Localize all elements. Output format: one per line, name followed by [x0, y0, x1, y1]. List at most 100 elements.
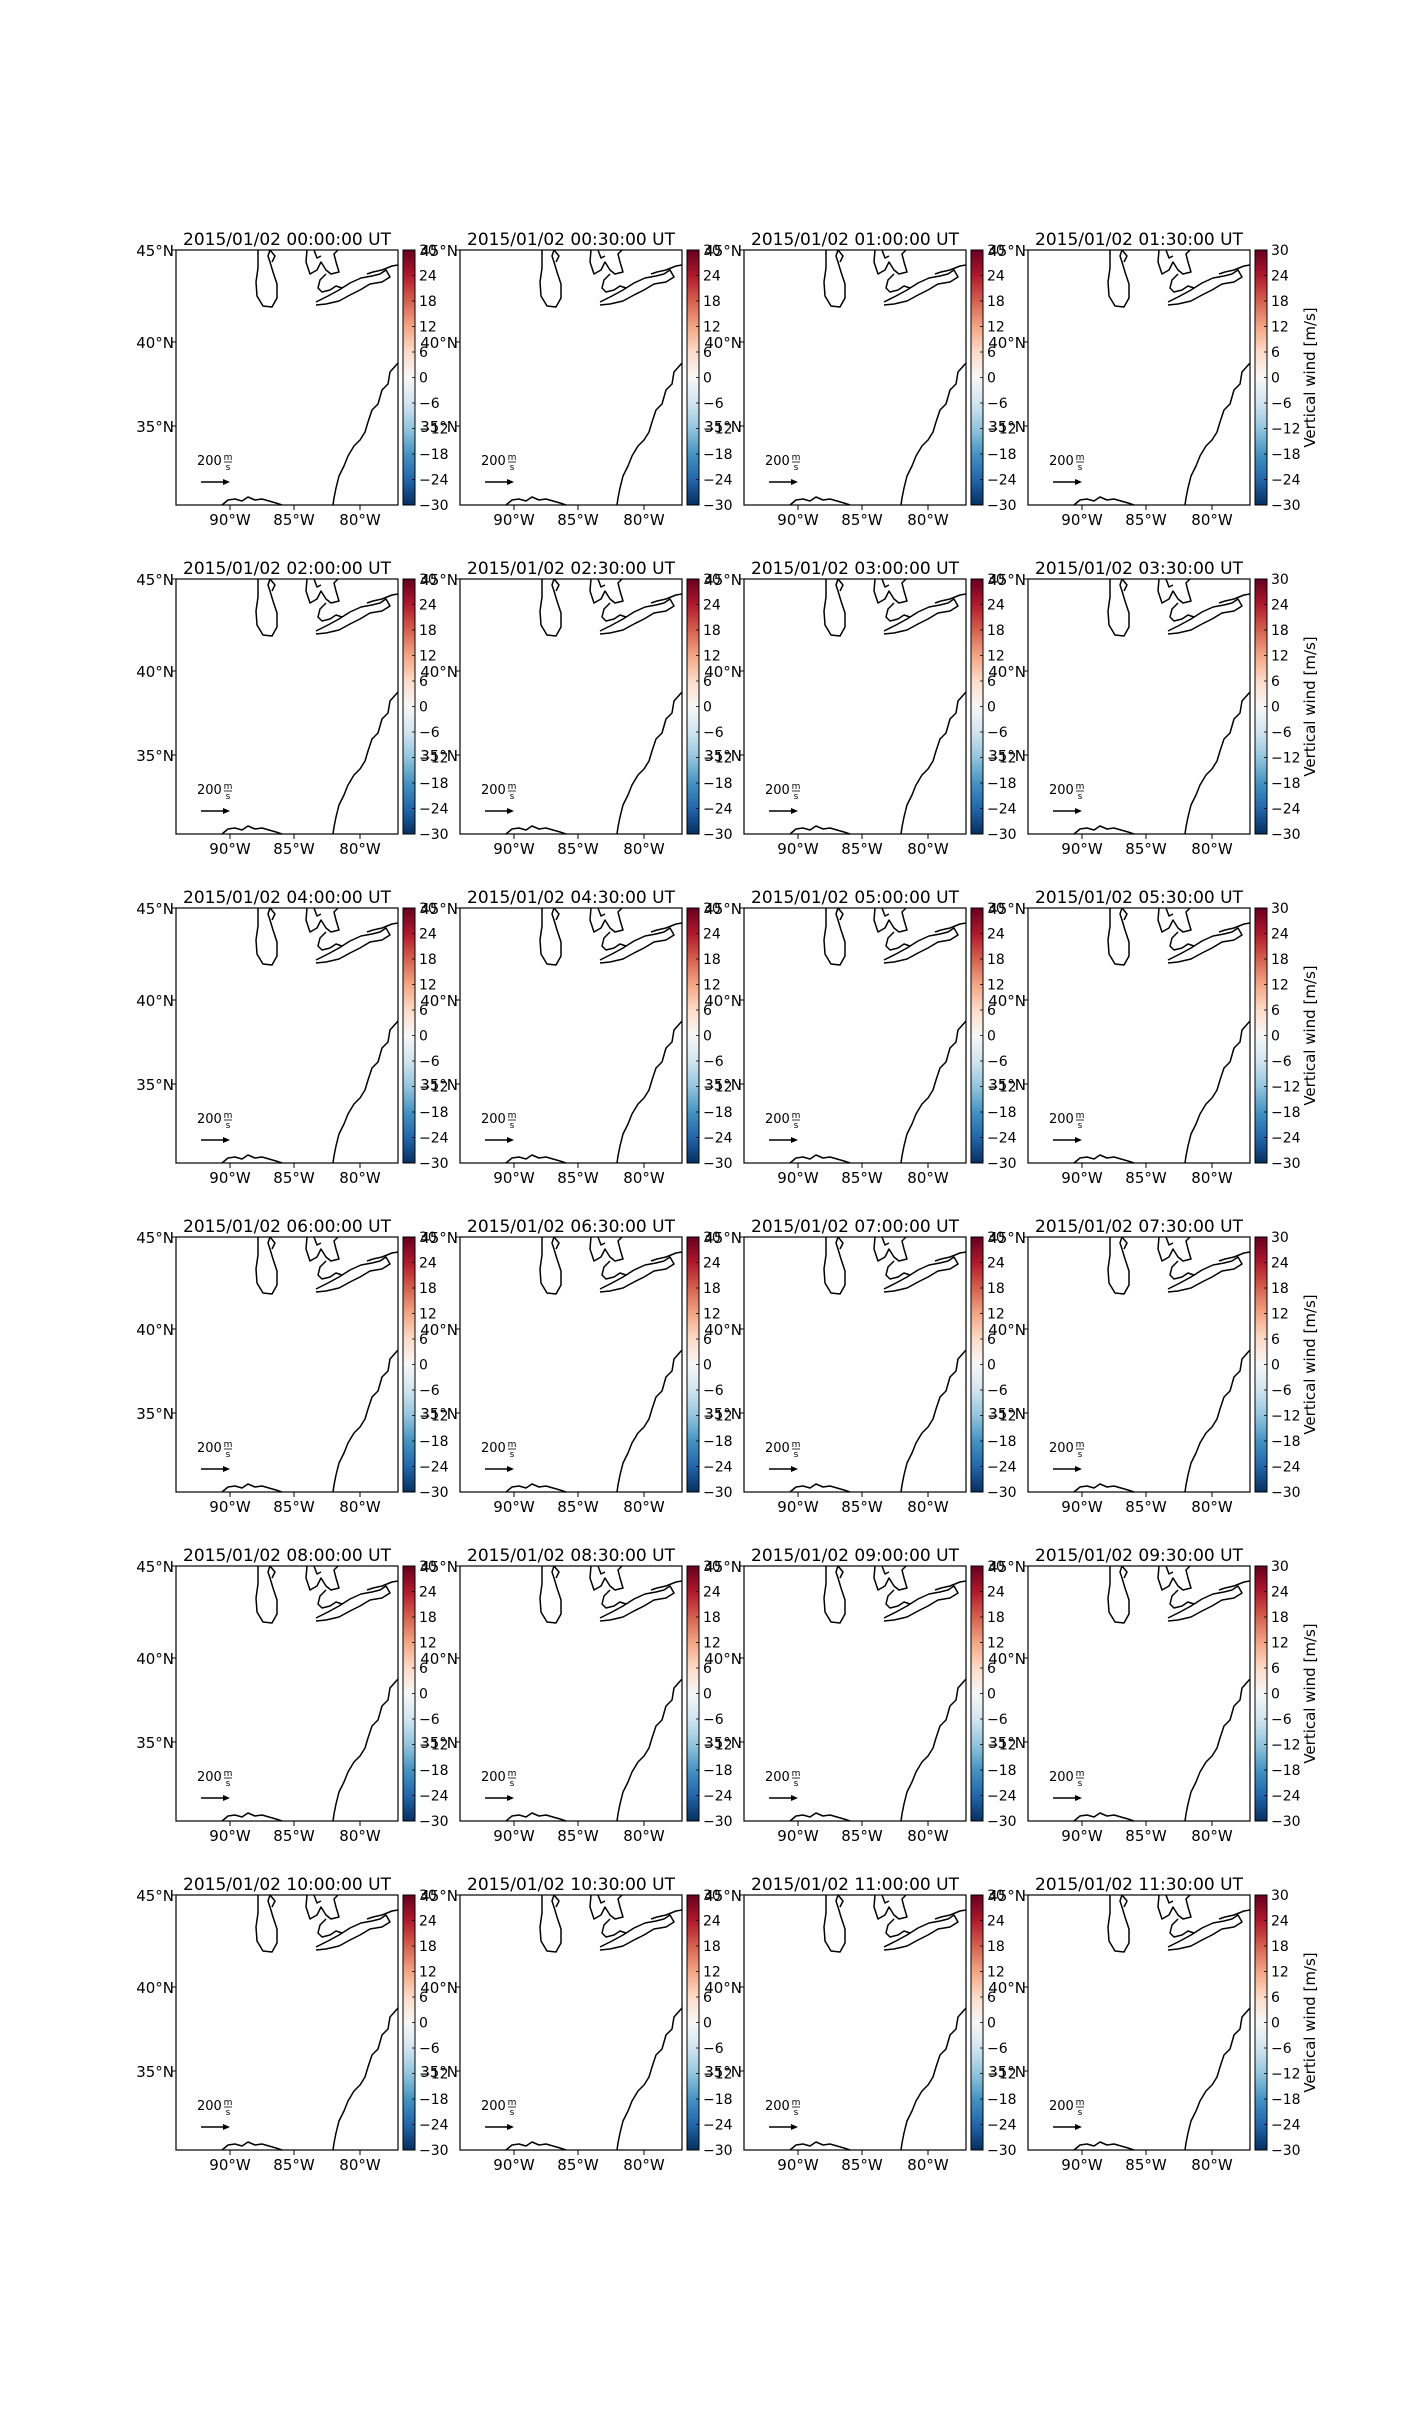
y-tick-label: 45°N [420, 1558, 458, 1576]
x-tick-label: 90°W [777, 2156, 819, 2174]
y-tick-label: 35°N [704, 2063, 742, 2081]
colorbar-tick-label: −24 [1271, 2118, 1301, 2134]
x-tick-label: 80°W [907, 1827, 949, 1845]
quiver-key-unit-num: m [792, 2098, 801, 2108]
x-tick-label: 90°W [209, 511, 251, 529]
colorbar-tick-label: −12 [703, 422, 733, 438]
colorbar-tick-label: 0 [419, 371, 428, 387]
colorbar-tick-label: −18 [703, 1105, 733, 1121]
map-panel-12: 2015/01/02 06:00:00 UT 90°W 85°W 80°W 45°N 40… [136, 1217, 448, 1516]
colorbar-tick-label: −12 [703, 1409, 733, 1425]
y-tick-label: 45°N [704, 1229, 742, 1247]
quiver-key: 200 ms [197, 1769, 232, 1801]
quiver-key-value: 200 [1049, 1112, 1074, 1127]
colorbar: 30 24 18 12 6 0 −6 −12 −18 −24 −30 [970, 1888, 1017, 2159]
coastline [505, 1236, 683, 1493]
colorbar-tick-label: −12 [1271, 422, 1301, 438]
colorbar-tick-label: −12 [419, 1080, 449, 1096]
quiver-key-unit-num: m [1076, 1440, 1085, 1450]
colorbar-tick-label: −12 [419, 2067, 449, 2083]
y-tick-label: 40°N [988, 1650, 1026, 1668]
colorbar-tick-label: 6 [987, 1003, 996, 1019]
y-tick-label: 35°N [704, 418, 742, 436]
colorbar-tick-label: 24 [1271, 1914, 1289, 1930]
x-tick-label: 90°W [493, 1169, 535, 1187]
x-tick-label: 85°W [557, 1827, 599, 1845]
colorbar-tick-label: −18 [1271, 447, 1301, 463]
colorbar-tick-label: 0 [987, 371, 996, 387]
y-tick-label: 40°N [988, 663, 1026, 681]
map-axes [175, 1894, 399, 2151]
quiver-key-unit-num: m [224, 782, 233, 792]
y-tick-label: 45°N [136, 1887, 174, 1905]
colorbar-tick-label: 0 [987, 1029, 996, 1045]
colorbar-tick-label: 18 [703, 1939, 721, 1955]
quiver-key-unit-den: s [1078, 1450, 1083, 1460]
x-tick-label: 90°W [777, 511, 819, 529]
colorbar-tick-label: 0 [987, 2016, 996, 2032]
colorbar-tick-label: −30 [703, 827, 733, 843]
quiver-key-value: 200 [197, 454, 222, 469]
quiver-key-unit-num: m [508, 2098, 517, 2108]
colorbar-tick-label: 6 [419, 1990, 428, 2006]
panel-title: 2015/01/02 09:00:00 UT [751, 1546, 960, 1566]
colorbar-tick-label: −18 [987, 447, 1017, 463]
map-axes [459, 1894, 683, 2151]
colorbar-tick-label: −24 [987, 802, 1017, 818]
quiver-key-unit-den: s [794, 1450, 799, 1460]
quiver-key-value: 200 [197, 1770, 222, 1785]
y-tick-label: 40°N [420, 1979, 458, 1997]
colorbar-tick-label: 24 [987, 927, 1005, 943]
colorbar-tick-label: −24 [1271, 473, 1301, 489]
colorbar-tick-label: −6 [1271, 1054, 1292, 1070]
map-panel-22: 2015/01/02 11:00:00 UT 90°W 85°W 80°W 45°N 40… [704, 1875, 1016, 2174]
colorbar-tick-label: 12 [703, 1965, 721, 1981]
y-tick-label: 40°N [704, 1979, 742, 1997]
colorbar-tick-label: −30 [419, 827, 449, 843]
x-tick-label: 80°W [339, 2156, 381, 2174]
x-tick-label: 80°W [1191, 1169, 1233, 1187]
quiver-key: 200 ms [197, 453, 232, 485]
colorbar-tick-label: −30 [419, 1485, 449, 1501]
y-tick-label: 35°N [420, 2063, 458, 2081]
x-tick-label: 85°W [1125, 511, 1167, 529]
colorbar-tick-label: −30 [703, 1485, 733, 1501]
colorbar-tick-label: −12 [987, 422, 1017, 438]
x-tick-label: 80°W [339, 511, 381, 529]
panel-title: 2015/01/02 07:00:00 UT [751, 1217, 960, 1237]
colorbar-tick-label: 18 [419, 623, 437, 639]
quiver-key-unit-num: m [792, 1440, 801, 1450]
x-tick-label: 80°W [623, 840, 665, 858]
x-tick-label: 90°W [209, 1498, 251, 1516]
coastline [1073, 1565, 1251, 1822]
panel-title: 2015/01/02 10:30:00 UT [467, 1875, 676, 1895]
panel-title: 2015/01/02 05:30:00 UT [1035, 888, 1244, 908]
map-panel-18: 2015/01/02 09:00:00 UT 90°W 85°W 80°W 45°N 40… [704, 1546, 1016, 1845]
quiver-key-value: 200 [765, 1112, 790, 1127]
map-axes [1027, 1565, 1251, 1822]
colorbar-tick-label: 18 [987, 1939, 1005, 1955]
colorbar-tick-label: −6 [703, 2041, 724, 2057]
map-panel-16: 2015/01/02 08:00:00 UT 90°W 85°W 80°W 45°N 40… [136, 1546, 448, 1845]
map-panel-23: 2015/01/02 11:30:00 UT 90°W 85°W 80°W 45°N 40… [988, 1875, 1319, 2174]
colorbar-label: Vertical wind [m/s] [1301, 1623, 1319, 1763]
x-tick-label: 90°W [493, 511, 535, 529]
colorbar-tick-label: 24 [1271, 598, 1289, 614]
colorbar-tick-label: −18 [419, 1763, 449, 1779]
colorbar-tick-label: −24 [987, 1131, 1017, 1147]
coastline [1073, 249, 1251, 506]
quiver-key-unit-den: s [226, 792, 231, 802]
quiver-key-unit-num: m [508, 453, 517, 463]
colorbar-tick-label: 24 [419, 1585, 437, 1601]
colorbar-tick-label: −24 [419, 473, 449, 489]
colorbar-tick-label: −24 [419, 2118, 449, 2134]
quiver-key-value: 200 [765, 1770, 790, 1785]
colorbar-tick-label: 30 [703, 1230, 721, 1246]
panel-title: 2015/01/02 11:30:00 UT [1035, 1875, 1244, 1895]
quiver-key-value: 200 [481, 1770, 506, 1785]
panel-title: 2015/01/02 03:00:00 UT [751, 559, 960, 579]
quiver-key-value: 200 [765, 2099, 790, 2114]
x-tick-label: 85°W [1125, 1827, 1167, 1845]
colorbar-label: Vertical wind [m/s] [1301, 965, 1319, 1105]
